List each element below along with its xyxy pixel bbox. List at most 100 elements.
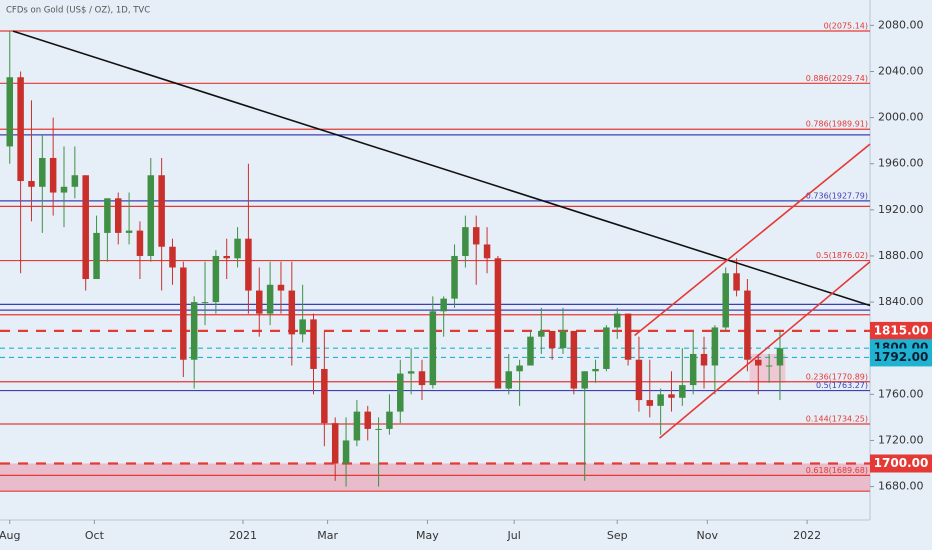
candle-body [353, 411, 361, 441]
candle-body [613, 313, 621, 328]
candle-body [169, 246, 176, 268]
x-tick-label: 2021 [229, 529, 257, 542]
candle-body [6, 77, 14, 147]
candle-body [277, 284, 285, 291]
price-badge [870, 454, 932, 473]
candle-body [136, 230, 144, 256]
candle-body [679, 385, 686, 398]
candle-body [483, 244, 491, 259]
level-label: 0.618(1689.68) [806, 466, 868, 475]
level-label: 0.886(2029.74) [806, 74, 868, 83]
candle-body [39, 157, 46, 187]
candle-body [310, 319, 317, 369]
candle-body [722, 273, 729, 328]
candle-body [689, 353, 697, 386]
candle-body [71, 175, 79, 187]
candle-body [60, 186, 68, 193]
y-tick-label: 1760.00 [878, 387, 924, 400]
candle-body [527, 336, 534, 366]
x-tick-label: Jul [507, 529, 521, 542]
level-label: 0.786(1989.91) [806, 120, 868, 129]
x-tick-label: Nov [697, 529, 719, 542]
candle-body [212, 255, 220, 303]
candle-body [429, 311, 437, 386]
candle-body [646, 400, 654, 406]
price-badge [870, 348, 932, 367]
candle-body [581, 371, 588, 389]
candle-body [158, 175, 165, 247]
candle-body [559, 330, 567, 349]
candle-body [462, 227, 469, 256]
candle-body [93, 232, 100, 280]
plot-area: 0(2075.14) 0.886(2029.74) 0.786(1989.91) 0.… [0, 21, 871, 492]
candle-body [570, 330, 578, 389]
x-tick-label: Aug [0, 529, 21, 542]
level-label: 0.5(1876.02) [816, 251, 868, 260]
trendline [659, 261, 871, 439]
price-badge-label: 1700.00 [874, 456, 929, 470]
candle-body [451, 255, 458, 299]
y-tick-label: 1680.00 [878, 480, 924, 493]
y-tick-label: 1920.00 [878, 203, 924, 216]
price-badge-label: 1792.00 [874, 350, 929, 364]
candle-body [331, 423, 339, 464]
candle-body [28, 181, 35, 187]
candle-body [538, 330, 545, 337]
candle-body [711, 327, 719, 366]
y-tick-label: 1720.00 [878, 433, 924, 446]
candle-body [494, 258, 502, 389]
x-tick-label: Oct [85, 529, 105, 542]
candle-body [744, 290, 751, 360]
trendline [634, 143, 871, 337]
candle-body [440, 298, 447, 312]
candle-body [375, 428, 382, 430]
candle-body [234, 238, 241, 259]
level-label: 0.5(1763.27) [816, 381, 868, 390]
candle-body [386, 411, 393, 429]
level-label: 0.144(1734.25) [806, 415, 868, 424]
candle-body [624, 313, 632, 360]
candle-body [418, 371, 426, 386]
y-tick-label: 1840.00 [878, 295, 924, 308]
candle-body [82, 175, 89, 280]
level-label: 0.236(1770.89) [806, 372, 868, 381]
candle-body [201, 302, 209, 304]
x-tick-label: 2022 [793, 529, 821, 542]
candle-body [700, 353, 708, 366]
level-label: 0(2075.14) [824, 21, 868, 30]
candle-body [288, 290, 296, 335]
candle-body [256, 290, 263, 314]
candle-body [125, 230, 133, 233]
candle-body [592, 368, 599, 372]
candle-body [776, 348, 784, 366]
candle-body [668, 394, 675, 398]
candle-body [49, 157, 57, 193]
candle-body [180, 267, 187, 360]
x-tick-label: May [416, 529, 439, 542]
candle-body [266, 284, 274, 314]
candle-body [364, 411, 371, 429]
y-tick-label: 2040.00 [878, 64, 924, 77]
x-tick-label: Mar [317, 529, 338, 542]
candle-body [147, 175, 155, 256]
candle-body [407, 371, 415, 374]
price-badge [870, 321, 932, 340]
candle-body [299, 319, 306, 335]
candle-body [321, 368, 328, 424]
y-tick-label: 1880.00 [878, 249, 924, 262]
candle-body [635, 359, 643, 401]
candle-body [765, 365, 773, 367]
candle-body [223, 255, 230, 259]
candle-body [603, 327, 610, 369]
x-tick-label: Sep [607, 529, 628, 542]
candle-body [505, 371, 513, 389]
candle-body [548, 330, 556, 349]
candle-body [397, 373, 404, 412]
candle-body [114, 198, 122, 233]
candle-body [657, 394, 664, 406]
y-tick-label: 2080.00 [878, 18, 924, 31]
level-label: 0.736(1927.79) [806, 191, 868, 200]
candle-body [17, 77, 24, 182]
price-badge-label: 1815.00 [874, 323, 929, 337]
